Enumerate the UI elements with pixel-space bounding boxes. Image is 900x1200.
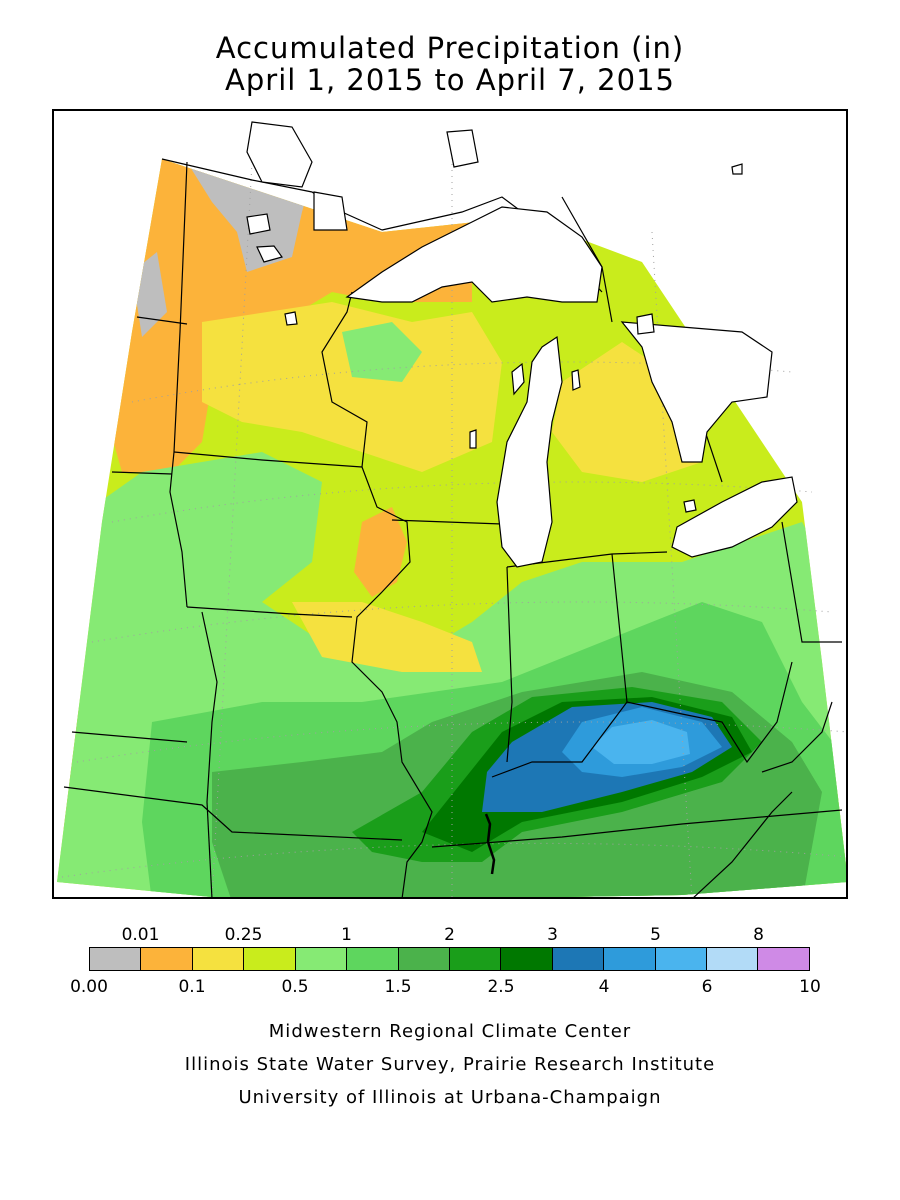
legend-swatch bbox=[141, 948, 193, 970]
bin-0.1-0.25-area-south bbox=[292, 602, 482, 672]
lake-superior bbox=[345, 206, 603, 303]
legend-top-label: 3 bbox=[547, 925, 558, 945]
upper-red-lake bbox=[256, 245, 283, 263]
graticule-line bbox=[111, 481, 813, 523]
legend-top-label: 8 bbox=[753, 925, 764, 945]
legend-top-label: 5 bbox=[650, 925, 661, 945]
credit-uiuc: University of Illinois at Urbana-Champai… bbox=[238, 1087, 662, 1108]
border-ohio-river bbox=[491, 661, 793, 778]
lake-winnipeg-region bbox=[246, 121, 313, 188]
mille-lacs-lake bbox=[284, 311, 298, 326]
state-borders bbox=[63, 158, 843, 897]
legend-bottom-label: 6 bbox=[701, 977, 713, 997]
precipitation-map-canvas bbox=[57, 121, 846, 897]
credit-mrcc: Midwestern Regional Climate Center bbox=[268, 1021, 632, 1042]
map-title: Accumulated Precipitation (in) bbox=[215, 31, 685, 65]
border-missouri-arkansas bbox=[63, 786, 403, 841]
border-wisconsin-illinois bbox=[391, 519, 503, 525]
lake-erie bbox=[671, 476, 798, 558]
legend-swatch bbox=[398, 948, 450, 970]
lake-michigan bbox=[496, 335, 563, 568]
border-indiana-ohio bbox=[611, 553, 628, 703]
legend-bottom-label: 10 bbox=[799, 977, 821, 997]
legend-swatch bbox=[604, 948, 656, 970]
legend-swatch bbox=[758, 948, 809, 970]
legend-swatch bbox=[501, 948, 553, 970]
border-appalachian bbox=[693, 791, 793, 897]
legend-top-label: 1 bbox=[341, 925, 352, 945]
border-iowa-north bbox=[173, 451, 363, 468]
credit-isws: Illinois State Water Survey, Prairie Res… bbox=[184, 1054, 716, 1075]
manitoulin-island bbox=[636, 313, 655, 335]
bin-0.01-0.1-area-iowa bbox=[354, 507, 407, 597]
legend-bottom-label: 0.5 bbox=[281, 977, 309, 997]
legend-swatch bbox=[347, 948, 399, 970]
door-peninsula bbox=[511, 362, 525, 396]
legend-bottom-label: 2.5 bbox=[487, 977, 515, 997]
legend-swatch bbox=[295, 948, 348, 970]
border-kentucky-virginia bbox=[761, 701, 833, 773]
legend-swatch bbox=[90, 948, 142, 970]
beaver-island bbox=[571, 369, 581, 391]
bin-0.5-1-area-north bbox=[342, 322, 422, 382]
great-lakes bbox=[246, 121, 798, 568]
legend-top-label: 0.01 bbox=[121, 925, 160, 945]
border-mn-wi bbox=[321, 291, 368, 468]
graticule bbox=[61, 152, 846, 897]
border-kansas-missouri bbox=[206, 801, 213, 897]
legend-bottom-label: 0.1 bbox=[178, 977, 206, 997]
border-minnesota-north bbox=[161, 158, 383, 231]
lake-st-clair bbox=[683, 499, 697, 513]
border-mississippi-river bbox=[351, 466, 433, 897]
lake-of-the-woods bbox=[246, 213, 271, 235]
bin-5-6-area bbox=[592, 720, 690, 764]
border-dakotas bbox=[136, 316, 188, 325]
legend-swatch bbox=[552, 948, 605, 970]
legend-swatch bbox=[707, 948, 759, 970]
legend-bottom-label: 4 bbox=[598, 977, 610, 997]
graticule-line bbox=[76, 721, 846, 763]
border-missouri-north bbox=[201, 611, 218, 803]
legend-swatch bbox=[655, 948, 708, 970]
border-iowa-west bbox=[169, 451, 188, 608]
map-date-range: April 1, 2015 to April 7, 2015 bbox=[225, 63, 675, 97]
legend-swatch bbox=[192, 948, 245, 970]
lake-nipigon bbox=[446, 129, 479, 168]
border-minnesota-west bbox=[173, 161, 188, 453]
legend-bottom-label: 1.5 bbox=[384, 977, 412, 997]
precipitation-map bbox=[52, 109, 848, 899]
georgian-bay-island bbox=[731, 163, 743, 175]
river-segment bbox=[484, 813, 496, 875]
border-illinois-indiana bbox=[506, 566, 513, 763]
border-kentucky-tennessee bbox=[431, 809, 843, 848]
legend-top-label: 2 bbox=[444, 925, 455, 945]
legend-color-bar bbox=[89, 947, 810, 971]
canada-north-white bbox=[313, 191, 348, 231]
legend-bottom-label: 0.00 bbox=[70, 977, 108, 997]
lake-winnebago bbox=[469, 429, 477, 449]
legend-top-label: 0.25 bbox=[224, 925, 263, 945]
border-ohio-east bbox=[781, 521, 842, 643]
legend-swatch bbox=[244, 948, 296, 970]
legend-swatch bbox=[449, 948, 502, 970]
bin-0.1-0.25-area-northwest bbox=[202, 302, 502, 472]
lake-huron bbox=[620, 321, 773, 463]
border-south-dakota-nebraska bbox=[111, 471, 173, 475]
border-nebraska-kansas bbox=[71, 731, 188, 743]
border-iowa-south bbox=[186, 606, 353, 618]
precipitation-legend: 0.01 0.25 1 2 3 5 8 0.00 0.1 0.5 1.5 2.5 4 6 10 bbox=[0, 920, 900, 1000]
